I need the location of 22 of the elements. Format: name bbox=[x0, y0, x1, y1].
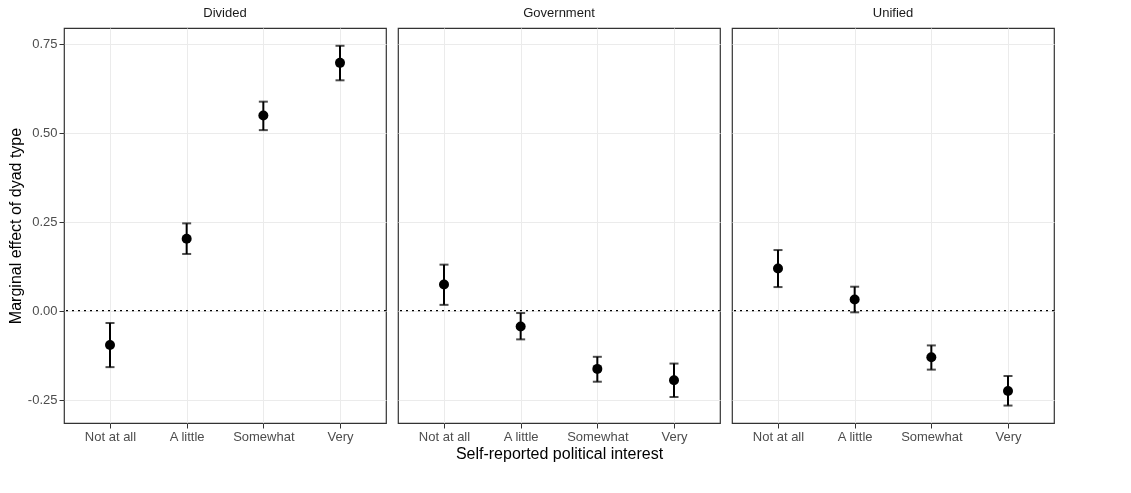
x-tick-label: A little bbox=[503, 428, 539, 444]
x-tick-label: A little bbox=[837, 428, 873, 444]
x-axis-title: Self-reported political interest bbox=[455, 444, 664, 462]
x-tick-label: Somewhat bbox=[233, 428, 295, 444]
x-tick-label: Very bbox=[661, 428, 688, 444]
y-tick-label: -0.25 bbox=[27, 392, 58, 408]
chart-title: Government bbox=[523, 5, 596, 20]
chart-title: Unified bbox=[872, 5, 914, 20]
chart-title: Divided bbox=[203, 5, 247, 20]
x-tick-label: Somewhat bbox=[901, 428, 963, 444]
x-tick-label: Not at all bbox=[752, 428, 805, 444]
x-tick-label: Very bbox=[995, 428, 1022, 444]
x-tick-label: Very bbox=[327, 428, 354, 444]
y-tick-label: 0.75 bbox=[32, 36, 58, 52]
x-tick-label: A little bbox=[169, 428, 205, 444]
x-tick-label: Not at all bbox=[418, 428, 471, 444]
y-axis-title: Marginal effect of dyad type bbox=[6, 127, 24, 325]
y-tick-label: 0.25 bbox=[32, 214, 58, 230]
y-tick-label: 0.00 bbox=[32, 303, 58, 319]
x-tick-label: Somewhat bbox=[567, 428, 629, 444]
y-tick-label: 0.50 bbox=[32, 125, 58, 141]
x-tick-label: Not at all bbox=[84, 428, 137, 444]
